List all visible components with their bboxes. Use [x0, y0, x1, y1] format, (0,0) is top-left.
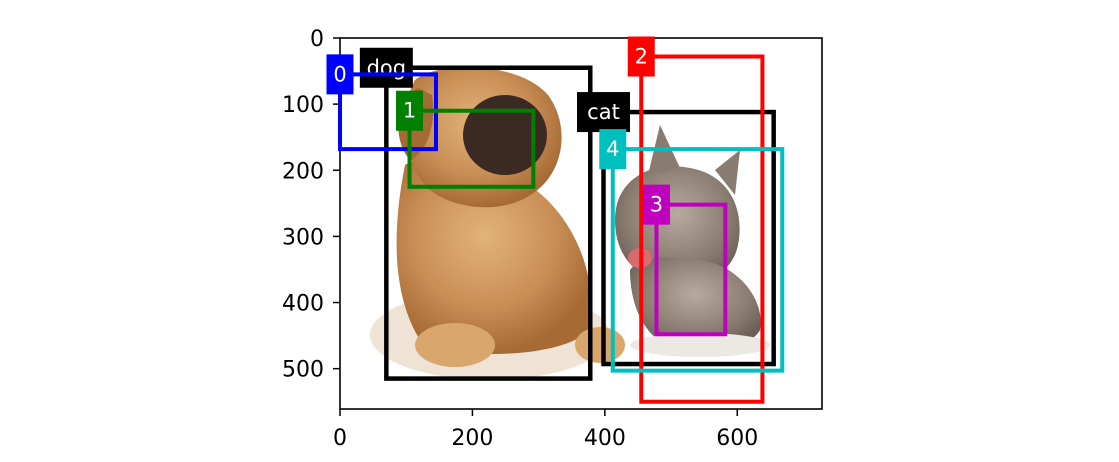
anchor-box-0-tag	[326, 54, 354, 95]
anchor-box-2-label: 2	[635, 45, 648, 69]
y-tick-label: 0	[310, 27, 324, 52]
x-tick-label: 600	[716, 426, 758, 451]
x-tick-label: 200	[451, 426, 493, 451]
anchor-box-3: 3	[642, 184, 728, 337]
anchor-box-0-label: 0	[333, 62, 346, 86]
anchor-box-4-label: 4	[606, 137, 619, 161]
y-tick-label: 400	[282, 292, 324, 317]
anchor-box-2: 2	[627, 36, 765, 404]
anchor-box-3-rect	[654, 202, 728, 337]
y-tick-label: 100	[282, 93, 324, 118]
anchor-box-1: 1	[396, 90, 536, 189]
anchor-box-4-rect	[610, 147, 785, 373]
axes-frame	[339, 37, 823, 410]
ground-truth-box-cat: cat	[577, 92, 776, 367]
ground-truth-box-dog: dog	[359, 47, 593, 381]
x-tick-label: 400	[584, 426, 626, 451]
ground-truth-box-cat-rect	[601, 109, 776, 367]
anchor-box-4: 4	[599, 129, 785, 373]
y-axis: 0 100 200 300 400 500	[282, 27, 340, 383]
anchor-box-1-label: 1	[403, 99, 416, 123]
y-tick-label: 500	[282, 358, 324, 383]
anchor-box-2-rect	[639, 54, 765, 404]
x-axis: 0 200 400 600	[333, 409, 758, 451]
anchor-box-4-tag	[599, 129, 627, 170]
ground-truth-box-cat-tag	[577, 92, 631, 133]
ground-truth-box-dog-tag	[359, 47, 413, 88]
ground-truth-box-cat-label: cat	[587, 100, 620, 124]
anchor-box-3-label: 3	[650, 193, 663, 217]
x-tick-label: 0	[333, 426, 347, 451]
y-tick-label: 300	[282, 225, 324, 250]
y-tick-label: 200	[282, 159, 324, 184]
anchor-box-2-tag	[627, 36, 655, 77]
anchor-box-1-tag	[396, 90, 424, 131]
anchor-box-1-rect	[407, 108, 536, 189]
anchor-box-3-tag	[642, 184, 670, 225]
ground-truth-box-dog-rect	[384, 65, 593, 381]
